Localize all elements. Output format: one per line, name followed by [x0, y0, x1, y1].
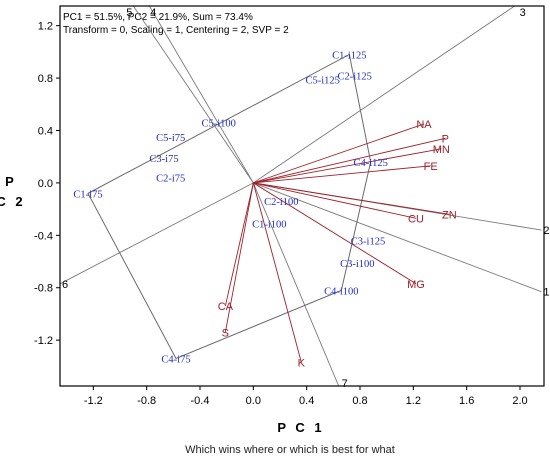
- env-label-mn: MN: [433, 144, 450, 156]
- sector-ray-label-5: 5: [126, 7, 132, 19]
- env-vector-p: [253, 137, 446, 184]
- sector-ray-3: [253, 5, 515, 184]
- env-label-zn: ZN: [442, 209, 457, 221]
- genotype-label-c5-i75: C5-i75: [156, 133, 185, 144]
- env-label-fe: FE: [424, 161, 438, 173]
- sector-ray-label-6: 6: [62, 279, 68, 291]
- sector-ray-1: [253, 182, 542, 293]
- env-label-mg: MG: [407, 279, 425, 291]
- genotype-label-c2-i125: C2-i125: [337, 71, 371, 82]
- y-tick-label: 0.8: [38, 73, 53, 85]
- env-vector-zn: [253, 182, 450, 215]
- sector-ray-label-7: 7: [342, 378, 348, 390]
- y-tick-label: 0.4: [38, 125, 53, 137]
- sector-ray-label-2: 2: [543, 225, 549, 237]
- sector-ray-4: [148, 5, 254, 184]
- x-tick-label: 1.6: [459, 395, 474, 407]
- y-tick-label: -0.4: [34, 230, 53, 242]
- env-vector-s: [224, 182, 254, 333]
- x-tick-label: 0.8: [352, 395, 367, 407]
- y-axis-label-line-2: C 2: [0, 194, 26, 209]
- axis-ticks: -1.2 -0.8 -0.4 0.0 0.4 0.8 1.2 1.6 2.0 1.2 0.8 0.4 0…: [34, 21, 528, 407]
- y-tick-label: -0.8: [34, 283, 53, 295]
- genotype-label-c1-i75: C1-i75: [73, 189, 102, 200]
- y-tick-label: 1.2: [38, 21, 53, 33]
- env-vector-fe: [253, 165, 431, 184]
- sector-ray-5: [132, 5, 254, 184]
- sector-ray-label-1: 1: [543, 287, 549, 299]
- sector-ray-label-3: 3: [520, 7, 526, 19]
- genotype-label-c5-i125: C5-i125: [305, 75, 339, 86]
- env-label-na: NA: [416, 119, 432, 131]
- sector-ray-7: [252, 182, 340, 387]
- y-axis-label-line-1: P: [5, 174, 17, 189]
- genotype-label-c2-i100: C2-i100: [264, 197, 298, 208]
- x-tick-label: -0.4: [191, 395, 210, 407]
- x-tick-label: 0.0: [246, 395, 261, 407]
- y-tick-label: -1.2: [34, 335, 53, 347]
- genotype-label-c5-i100: C5-i100: [201, 119, 235, 130]
- genotype-label-c3-i75: C3-i75: [149, 154, 178, 165]
- env-vector-mn: [253, 148, 442, 184]
- y-tick-label: 0.0: [38, 178, 53, 190]
- info-line-1: PC1 = 51.5%, PC2 = 21.9%, Sum = 73.4%: [63, 12, 253, 23]
- env-vector-na: [253, 123, 425, 184]
- env-vector-k: [252, 182, 302, 363]
- env-vector-ca: [224, 182, 254, 307]
- env-label-k: K: [298, 357, 306, 369]
- plot-frame: [59, 5, 545, 387]
- chart-caption: Which wins where or which is best for wh…: [185, 444, 395, 456]
- y-axis-label: P C 2: [0, 174, 26, 209]
- x-axis-label: P C 1: [277, 420, 324, 435]
- env-label-cu: CU: [408, 213, 424, 225]
- genotype-label-c4-i100: C4-i100: [324, 286, 358, 297]
- sector-ray-6: [59, 182, 254, 285]
- sector-ray-label-4: 4: [150, 7, 156, 19]
- env-vector-mg: [253, 182, 417, 285]
- genotype-label-c4-i125: C4-i125: [353, 158, 387, 169]
- env-vector-cu: [253, 182, 417, 219]
- genotype-label-c2-i75: C2-i75: [156, 174, 185, 185]
- x-tick-label: 2.0: [512, 395, 527, 407]
- genotype-label-c1-i125: C1-i125: [332, 50, 366, 61]
- genotype-label-c3-i125: C3-i125: [351, 237, 385, 248]
- env-label-ca: CA: [218, 301, 234, 313]
- info-line-2: Transform = 0, Scaling = 1, Centering = …: [63, 25, 289, 36]
- genotype-label-c3-i100: C3-i100: [340, 259, 374, 270]
- env-label-s: S: [222, 327, 229, 339]
- x-tick-label: -0.8: [137, 395, 156, 407]
- genotype-label-c4-i75: C4-i75: [161, 354, 190, 365]
- x-tick-label: 1.2: [406, 395, 421, 407]
- env-label-p: P: [442, 133, 449, 145]
- genotype-label-c1-i100: C1-i100: [252, 220, 286, 231]
- x-tick-label: -1.2: [84, 395, 103, 407]
- info-block: PC1 = 51.5%, PC2 = 21.9%, Sum = 73.4% Tr…: [63, 12, 289, 36]
- x-tick-label: 0.4: [299, 395, 314, 407]
